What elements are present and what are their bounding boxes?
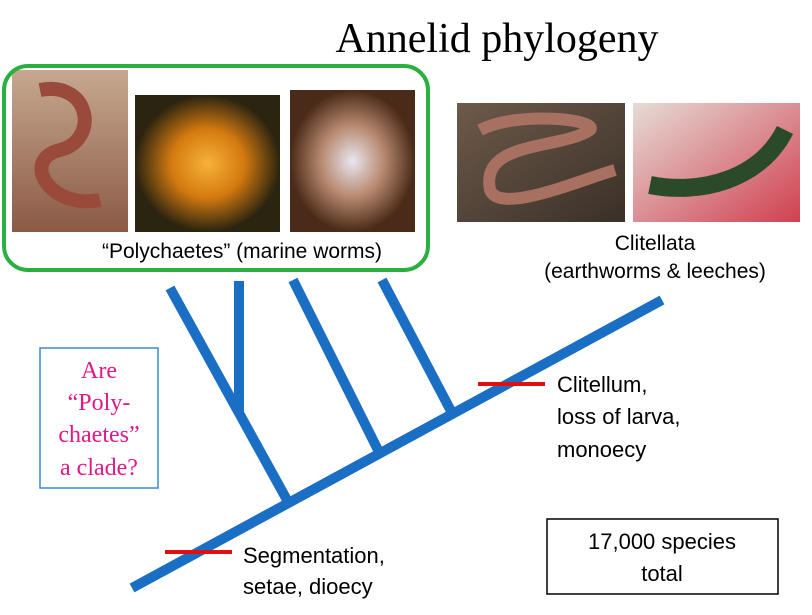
question-text: chaetes”: [58, 422, 139, 448]
branch: [165, 285, 292, 503]
question-text: Are: [81, 358, 117, 384]
group-label: “Polychaetes” (marine worms): [102, 240, 382, 263]
branch: [288, 277, 383, 453]
title: Annelid phylogeny: [335, 16, 658, 62]
worm-shape: [34, 81, 102, 209]
question-text: “Poly-: [68, 390, 131, 416]
tree: [129, 277, 665, 593]
trait-text: Segmentation,: [243, 543, 385, 568]
clade-label: (earthworms & leeches): [544, 260, 766, 283]
trunk: [129, 295, 665, 593]
trait-text: setae, dioecy: [243, 574, 373, 599]
clade-label: Clitellata: [615, 232, 696, 255]
species-box: [546, 518, 779, 595]
question-text: a clade?: [60, 455, 138, 481]
worm-shape: [477, 112, 617, 205]
worm-shape: [648, 125, 794, 197]
species-text: total: [641, 561, 683, 586]
photo-polychaete-3: [290, 90, 415, 232]
trait-text: monoecy: [557, 437, 646, 462]
photo-polychaete-2: [135, 95, 280, 232]
branch: [377, 277, 456, 414]
polychaete-group: [2, 64, 430, 272]
trait-text: loss of larva,: [557, 404, 681, 429]
photo-leech: [633, 103, 800, 222]
question-box: [39, 347, 159, 489]
trait-text: Clitellum,: [557, 372, 647, 397]
species-text: 17,000 species: [588, 529, 736, 554]
